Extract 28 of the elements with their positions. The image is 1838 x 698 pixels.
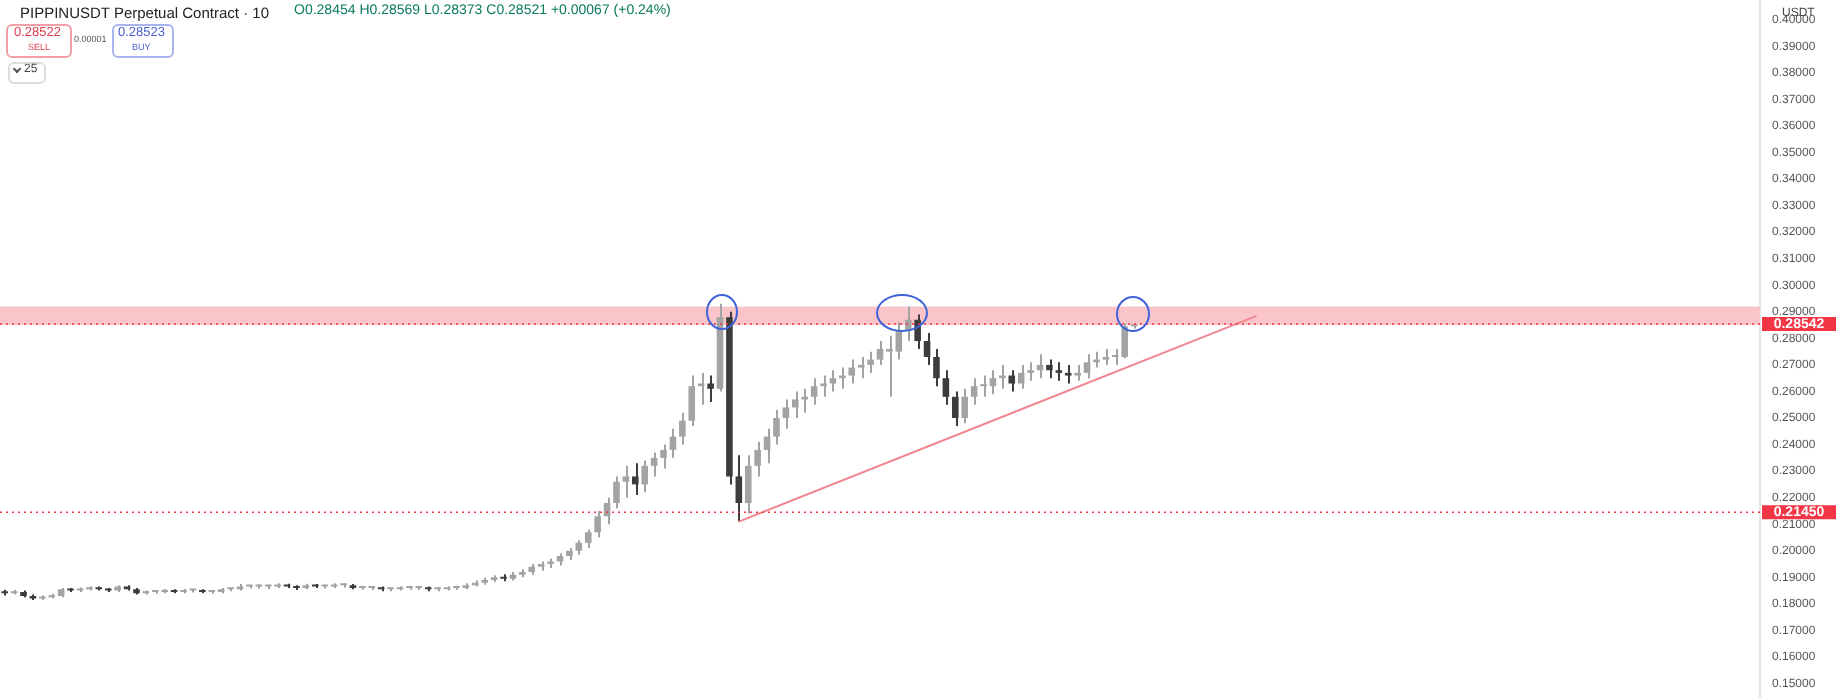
candlestick (952, 390, 959, 427)
candlestick (632, 462, 639, 497)
candlestick (707, 374, 714, 404)
candlestick (782, 398, 790, 430)
candlestick (942, 369, 950, 406)
candlestick (1064, 363, 1072, 385)
candlestick (1027, 361, 1034, 382)
candlestick (970, 377, 978, 406)
candlestick (688, 374, 696, 427)
candlestick (594, 509, 601, 539)
candlestick (754, 440, 761, 478)
candlestick (867, 350, 874, 374)
candlestick (584, 528, 592, 550)
candlestick (669, 427, 677, 459)
candlestick (660, 443, 667, 470)
candlestick (1055, 361, 1063, 382)
candlestick (829, 369, 837, 393)
candlestick (810, 377, 818, 406)
candlestick (848, 358, 856, 385)
candlestick (1046, 358, 1053, 380)
candlestick (735, 454, 743, 523)
candlestick (744, 454, 752, 515)
candlestick (961, 387, 968, 425)
candlestick (1008, 369, 1016, 393)
candlestick (679, 411, 686, 446)
candlestick (622, 464, 630, 499)
candlestick (641, 459, 648, 494)
candlestick (650, 451, 658, 478)
